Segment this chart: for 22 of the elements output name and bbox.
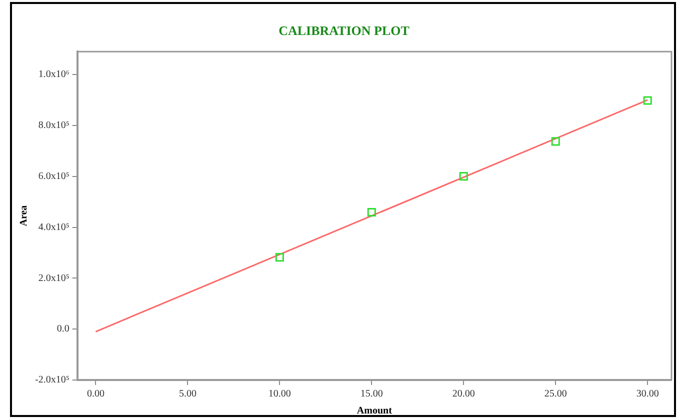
x-tick-label: 20.00 <box>452 388 475 400</box>
y-tick-label: 1.0x10⁶ <box>38 69 70 80</box>
x-axis-title: Amount <box>356 406 393 417</box>
point <box>551 137 560 146</box>
y-tick-label: 4.0x10⁵ <box>38 222 70 233</box>
x-tick-label: 30.00 <box>636 388 659 400</box>
y-tick-label: 6.0x10⁵ <box>38 170 70 182</box>
point <box>367 208 376 217</box>
y-tick-label: 8.0x10⁵ <box>38 120 70 132</box>
x-tick-label: 25.00 <box>544 388 567 400</box>
y-axis-title: Area <box>18 205 30 226</box>
x-tick-label: 0.00 <box>86 388 104 400</box>
y-tick-label: 0.0 <box>56 324 70 335</box>
chart-title: CALIBRATION PLOT <box>278 23 410 38</box>
point <box>459 172 468 181</box>
x-tick-label: 10.00 <box>268 388 291 400</box>
x-tick-label: 15.00 <box>360 388 383 400</box>
point <box>643 96 652 105</box>
y-tick-label: -2.0x10⁵ <box>34 374 70 386</box>
y-tick-label: 2.0x10⁵ <box>38 272 70 284</box>
x-tick-label: 5.00 <box>178 388 196 400</box>
point <box>275 253 284 262</box>
